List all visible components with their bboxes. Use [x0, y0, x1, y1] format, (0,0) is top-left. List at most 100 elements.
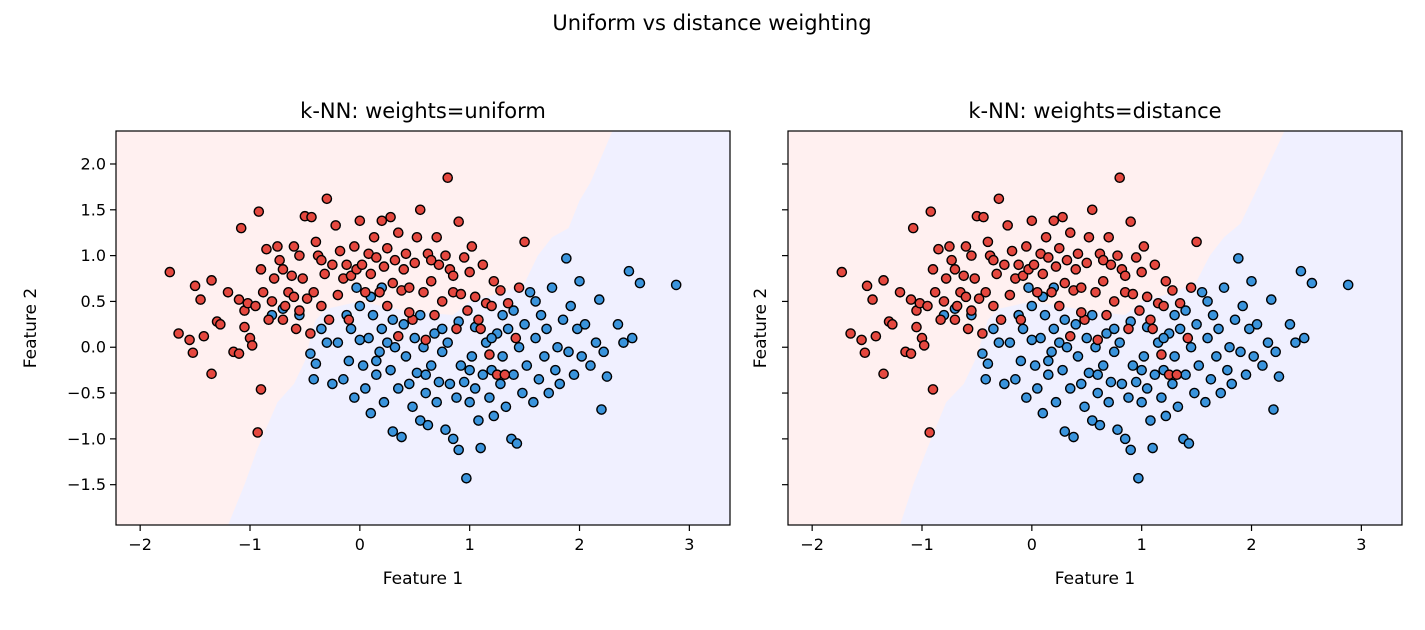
data-point-class-0 — [982, 236, 994, 248]
data-point-class-1 — [440, 424, 451, 436]
data-point-class-0 — [1081, 257, 1093, 269]
data-point-class-1 — [1138, 351, 1150, 362]
data-point-class-1 — [354, 334, 366, 346]
data-point-class-1 — [1097, 360, 1109, 371]
data-point-class-1 — [447, 433, 459, 445]
data-point-class-1 — [396, 431, 407, 443]
data-point-class-0 — [951, 300, 963, 312]
data-point-class-1 — [1061, 341, 1073, 353]
data-point-class-1 — [530, 332, 541, 344]
x-tick-label: 1 — [465, 535, 475, 554]
figure-suptitle: Uniform vs distance weighting — [552, 11, 871, 35]
y-tick-label: −0.5 — [67, 384, 106, 403]
data-point-class-0 — [969, 273, 981, 284]
data-point-class-0 — [870, 330, 882, 342]
data-point-class-1 — [1101, 328, 1112, 339]
data-point-class-0 — [184, 334, 195, 346]
data-point-class-1 — [1193, 360, 1205, 371]
data-point-class-0 — [1185, 282, 1197, 293]
data-point-class-1 — [1149, 369, 1161, 381]
data-point-class-1 — [1202, 296, 1213, 307]
data-point-class-1 — [513, 341, 525, 353]
data-point-class-1 — [357, 360, 369, 371]
data-point-class-0 — [1156, 349, 1167, 360]
data-point-class-1 — [1035, 332, 1046, 344]
data-point-class-1 — [1054, 337, 1065, 348]
data-point-class-1 — [497, 351, 508, 362]
data-point-class-0 — [233, 294, 245, 305]
data-point-class-0 — [878, 368, 889, 380]
data-point-class-1 — [1125, 444, 1136, 456]
data-point-class-0 — [316, 300, 327, 312]
data-point-class-0 — [911, 321, 922, 333]
data-point-class-1 — [1273, 371, 1285, 382]
data-point-class-0 — [411, 231, 423, 243]
data-point-class-0 — [499, 369, 511, 381]
data-point-class-0 — [1114, 172, 1126, 184]
data-point-class-0 — [1125, 216, 1136, 228]
data-point-class-0 — [288, 241, 300, 252]
data-point-class-1 — [1057, 364, 1068, 376]
data-point-class-1 — [1130, 376, 1142, 388]
data-point-class-1 — [1237, 300, 1249, 312]
data-point-class-1 — [1156, 392, 1167, 403]
data-point-class-1 — [634, 277, 646, 289]
data-point-class-0 — [257, 286, 269, 298]
data-point-class-1 — [486, 332, 497, 344]
data-point-class-1 — [367, 309, 379, 321]
x-tick-label: 3 — [684, 535, 694, 554]
x-tick-label: −1 — [910, 535, 934, 554]
data-point-class-0 — [414, 204, 426, 216]
data-point-class-0 — [1182, 332, 1194, 344]
data-point-class-1 — [670, 279, 682, 291]
data-point-class-1 — [1169, 309, 1180, 321]
data-point-class-1 — [305, 348, 316, 359]
data-point-class-1 — [530, 296, 541, 307]
data-point-class-0 — [403, 282, 415, 293]
data-point-class-0 — [995, 314, 1007, 326]
data-point-class-1 — [360, 383, 371, 394]
data-point-class-1 — [1284, 319, 1296, 330]
data-point-class-0 — [513, 282, 525, 293]
data-point-class-1 — [422, 419, 434, 431]
data-point-class-1 — [327, 378, 338, 390]
data-point-class-1 — [1064, 383, 1076, 394]
data-point-class-0 — [927, 384, 939, 395]
data-point-class-0 — [469, 291, 481, 303]
data-point-class-0 — [294, 305, 305, 316]
data-point-class-0 — [1026, 215, 1038, 227]
data-point-class-1 — [1021, 392, 1032, 403]
data-point-class-0 — [233, 348, 245, 359]
data-point-class-0 — [1032, 286, 1043, 298]
data-point-class-0 — [301, 293, 313, 304]
data-point-class-1 — [1086, 309, 1098, 321]
panel-uniform: k-NN: weights=uniform −2 −1 0 1 2 3 −1.5−1.0−… — [21, 99, 731, 589]
data-point-class-1 — [371, 355, 382, 367]
data-point-class-1 — [414, 415, 426, 426]
data-point-class-1 — [1158, 332, 1169, 344]
data-point-class-1 — [1191, 319, 1202, 330]
data-point-class-0 — [462, 305, 473, 316]
data-point-class-1 — [541, 323, 552, 335]
data-point-class-0 — [323, 314, 335, 326]
data-point-class-1 — [345, 323, 357, 335]
data-point-class-0 — [341, 259, 352, 271]
data-point-class-0 — [1064, 227, 1076, 239]
data-point-class-0 — [255, 264, 267, 275]
data-point-class-0 — [356, 259, 368, 271]
data-point-class-1 — [1180, 369, 1191, 381]
data-point-class-1 — [425, 360, 437, 371]
data-point-class-0 — [400, 248, 412, 260]
data-point-class-0 — [977, 328, 988, 339]
data-point-class-1 — [1039, 309, 1051, 321]
data-point-class-1 — [988, 323, 999, 335]
data-point-class-0 — [274, 254, 285, 266]
data-point-class-0 — [447, 270, 459, 282]
data-point-class-1 — [1222, 364, 1233, 376]
data-point-class-0 — [962, 323, 974, 335]
axes-frame-uniform — [115, 130, 731, 526]
data-point-class-1 — [1112, 424, 1123, 436]
data-point-class-0 — [486, 300, 497, 312]
data-point-class-0 — [922, 300, 933, 312]
